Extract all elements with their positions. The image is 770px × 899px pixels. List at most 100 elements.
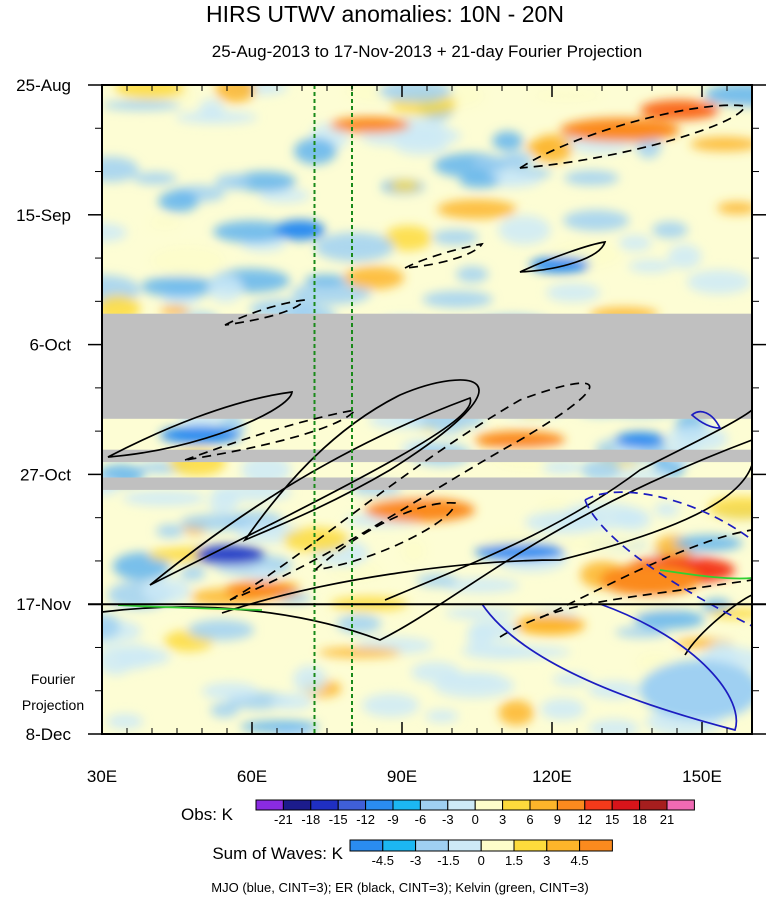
waves-colorbar-tick: 1.5 xyxy=(505,853,523,868)
kelvin-contour xyxy=(117,604,263,611)
anomaly-cell xyxy=(215,85,256,103)
obs-colorbar-box xyxy=(365,799,394,811)
anomaly-cell xyxy=(704,85,752,107)
anomaly-cell xyxy=(102,223,127,242)
obs-colorbar-tick: 21 xyxy=(660,812,674,827)
er-contour xyxy=(229,382,591,601)
er-contour xyxy=(404,242,484,269)
anomaly-cell xyxy=(365,498,475,522)
anomaly-cell xyxy=(117,644,154,670)
anomaly-cell xyxy=(180,565,206,581)
obs-colorbar-box xyxy=(392,799,421,811)
anomaly-cell xyxy=(475,544,565,560)
anomaly-cell xyxy=(434,673,514,698)
anomaly-cell xyxy=(133,172,178,185)
anomaly-cell xyxy=(250,568,275,582)
anomaly-cell xyxy=(401,538,427,564)
anomaly-cell xyxy=(687,270,751,294)
anomaly-cell xyxy=(214,174,251,190)
obs-colorbar-box xyxy=(529,799,558,811)
waves-colorbar-box xyxy=(513,839,548,852)
anomaly-cell xyxy=(343,266,405,290)
obs-colorbar-tick: 9 xyxy=(554,812,561,827)
waves-colorbar-tick: -1.5 xyxy=(437,853,459,868)
waves-colorbar-box xyxy=(349,839,384,852)
anomaly-cell xyxy=(115,85,186,100)
anomaly-cell xyxy=(156,524,185,538)
obs-colorbar-box xyxy=(310,799,339,811)
waves-colorbar-box xyxy=(480,839,515,852)
anomaly-cell xyxy=(444,607,517,619)
waves-colorbar-box xyxy=(447,839,482,852)
anomaly-cell xyxy=(210,703,239,718)
anomaly-cell xyxy=(314,232,394,262)
anomaly-cell xyxy=(207,274,244,303)
anomaly-cell xyxy=(674,535,743,552)
anomaly-cell xyxy=(628,259,673,273)
anomaly-cell xyxy=(202,682,259,700)
obs-colorbar-box xyxy=(502,799,531,811)
er-contour xyxy=(519,240,607,273)
x-tick-label: 30E xyxy=(87,767,117,786)
er-contour xyxy=(107,391,293,458)
anomaly-cell xyxy=(690,136,752,152)
anomaly-cell xyxy=(160,305,190,317)
footnote: MJO (blue, CINT=3); ER (black, CINT=3); … xyxy=(211,880,588,895)
anomaly-cell xyxy=(102,156,139,182)
x-axis: 30E 60E 90E 120E 150E xyxy=(87,85,728,786)
anomaly-cell xyxy=(717,201,752,215)
anomaly-cell xyxy=(106,713,144,729)
anomaly-cell xyxy=(432,229,479,245)
anomaly-cell xyxy=(501,151,533,168)
anomaly-cell xyxy=(293,665,327,694)
anomaly-cell xyxy=(394,135,448,155)
anomaly-cell xyxy=(232,171,296,192)
anomaly-cell xyxy=(560,118,680,142)
waves-colorbar-box xyxy=(546,839,581,852)
anomaly-cell xyxy=(437,199,517,219)
anomaly-cell xyxy=(532,90,601,101)
waves-colorbar: -4.5 -3 -1.5 0 1.5 3 4.5 xyxy=(349,839,613,868)
anomaly-cell xyxy=(213,220,290,243)
obs-colorbar-box xyxy=(255,799,284,811)
anomaly-cell xyxy=(456,266,489,283)
anomaly-cell xyxy=(160,426,240,444)
y-axis: 25-Aug 15-Sep 6-Oct 27-Oct 17-Nov 8-Dec xyxy=(16,76,766,744)
anomaly-cell xyxy=(275,220,325,240)
anomaly-cell xyxy=(304,274,347,286)
er-contour xyxy=(684,594,752,656)
projection-label-line1: Fourier xyxy=(31,671,76,687)
obs-colorbar-tick: 6 xyxy=(526,812,533,827)
anomaly-cell xyxy=(330,117,410,133)
waves-colorbar-tick: 0 xyxy=(478,853,485,868)
anomaly-cell xyxy=(425,709,459,723)
anomaly-cell xyxy=(142,577,191,604)
anomaly-cell xyxy=(102,100,182,111)
anomaly-cell xyxy=(709,608,752,620)
x-tick-label: 90E xyxy=(387,767,417,786)
anomaly-cell xyxy=(668,244,702,269)
anomaly-cell xyxy=(531,134,573,163)
obs-colorbar-box xyxy=(556,799,586,811)
chart-title: HIRS UTWV anomalies: 10N - 20N xyxy=(206,1,564,27)
obs-colorbar-tick: -6 xyxy=(415,812,427,827)
anomaly-cell xyxy=(188,619,255,641)
anomaly-cell xyxy=(416,574,458,587)
anomaly-cell xyxy=(540,698,585,720)
projection-label-line2: Projection xyxy=(22,697,84,713)
anomaly-cell xyxy=(422,290,493,308)
obs-colorbar-tick: -15 xyxy=(329,812,348,827)
anomaly-cell xyxy=(199,98,225,120)
obs-colorbar-tick: -3 xyxy=(442,812,454,827)
waves-colorbar-tick: 4.5 xyxy=(571,853,589,868)
er-contour xyxy=(312,502,456,572)
anomaly-cell xyxy=(600,564,700,596)
anomaly-cell xyxy=(180,514,252,531)
plot-area xyxy=(102,85,752,734)
anomaly-cell xyxy=(564,170,619,186)
er-contour xyxy=(224,298,307,326)
obs-colorbar-box xyxy=(419,799,449,811)
mjo-contour xyxy=(481,603,738,732)
anomaly-cell xyxy=(208,491,239,514)
